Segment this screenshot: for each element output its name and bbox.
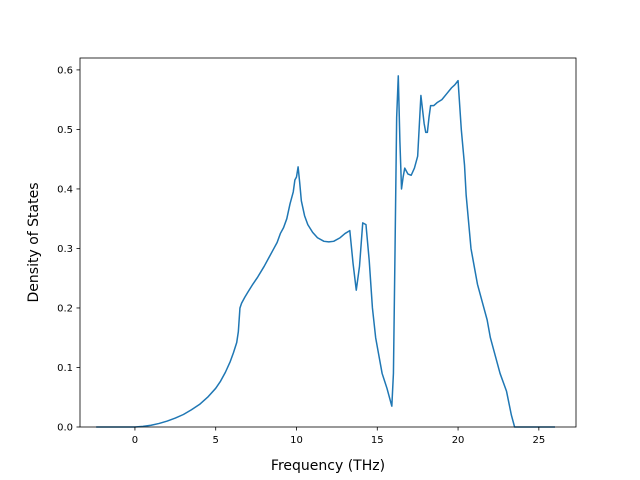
y-tick-label: 0.5 — [57, 125, 73, 136]
y-tick-label: 0.3 — [57, 244, 73, 255]
x-axis-title: Frequency (THz) — [271, 458, 385, 474]
y-tick-label: 0.2 — [57, 304, 73, 315]
y-axis-title: Density of States — [26, 183, 42, 303]
y-tick-label: 0.1 — [57, 363, 73, 374]
y-tick-label: 0.6 — [57, 66, 73, 77]
y-tick-label: 0.0 — [57, 423, 73, 434]
plot-area — [96, 75, 555, 428]
x-tick-label: 25 — [532, 435, 545, 446]
series-line-0 — [96, 75, 555, 428]
x-axis: 0 5 10 15 20 25 — [132, 427, 545, 446]
x-tick-label: 0 — [132, 435, 138, 446]
y-axis: 0.0 0.1 0.2 0.3 0.4 0.5 0.6 — [57, 66, 80, 434]
x-tick-label: 10 — [290, 435, 303, 446]
axes-frame — [79, 57, 577, 428]
y-tick-label: 0.4 — [57, 185, 73, 196]
x-tick-label: 5 — [213, 435, 219, 446]
x-tick-label: 15 — [371, 435, 384, 446]
x-tick-label: 20 — [452, 435, 465, 446]
